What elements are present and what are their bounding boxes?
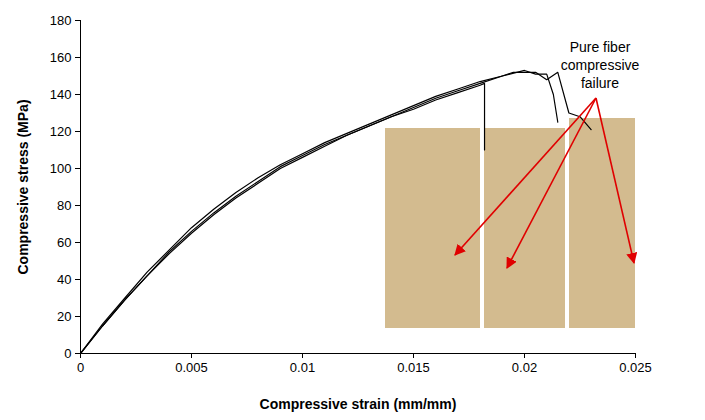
svg-text:0: 0 [77,360,84,375]
svg-text:Compressive strain (mm/mm): Compressive strain (mm/mm) [260,396,457,412]
svg-text:0: 0 [64,346,71,361]
svg-text:180: 180 [50,13,72,28]
svg-text:40: 40 [57,272,71,287]
svg-text:0.025: 0.025 [619,360,652,375]
svg-text:Compressive stress (MPa): Compressive stress (MPa) [15,99,31,274]
svg-text:0.015: 0.015 [397,360,430,375]
svg-text:20: 20 [57,309,71,324]
svg-text:0.005: 0.005 [175,360,208,375]
svg-text:60: 60 [57,235,71,250]
svg-text:80: 80 [57,198,71,213]
svg-text:100: 100 [50,161,72,176]
svg-text:0.02: 0.02 [512,360,537,375]
svg-text:140: 140 [50,87,72,102]
svg-text:160: 160 [50,50,72,65]
svg-text:Pure fibercompressivefailure: Pure fibercompressivefailure [561,39,640,91]
svg-text:0.01: 0.01 [290,360,315,375]
svg-text:120: 120 [50,124,72,139]
